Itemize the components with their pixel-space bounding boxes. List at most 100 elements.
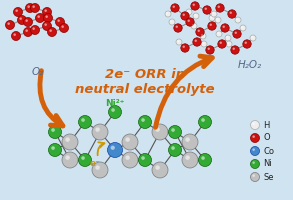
Circle shape [45,15,48,18]
Circle shape [187,10,189,12]
Circle shape [243,40,251,48]
Circle shape [241,26,243,28]
Circle shape [65,155,70,160]
Circle shape [186,18,194,26]
Circle shape [30,25,40,34]
Circle shape [208,22,216,30]
Circle shape [211,11,217,17]
Circle shape [212,12,214,14]
Circle shape [111,108,115,112]
Circle shape [122,134,138,150]
Circle shape [227,42,229,44]
Text: Co: Co [263,146,274,156]
Circle shape [236,18,238,20]
Circle shape [226,36,228,38]
Circle shape [59,23,69,32]
Circle shape [233,48,235,50]
Text: H: H [263,120,269,130]
Circle shape [38,15,40,18]
Circle shape [51,128,55,132]
Circle shape [205,8,207,10]
Circle shape [27,5,30,8]
Circle shape [43,14,52,22]
Circle shape [33,5,35,8]
Circle shape [192,24,194,26]
Circle shape [30,3,40,12]
Circle shape [251,120,260,130]
Circle shape [122,152,138,168]
Circle shape [251,146,260,156]
Circle shape [194,14,196,16]
Circle shape [155,165,160,170]
Circle shape [251,160,260,168]
Circle shape [16,9,18,12]
Circle shape [23,18,33,26]
Text: Se: Se [263,172,273,182]
Circle shape [209,15,215,21]
Circle shape [181,44,189,52]
Circle shape [198,116,212,129]
Circle shape [168,126,181,138]
Circle shape [202,42,204,44]
Circle shape [197,30,200,32]
Circle shape [57,19,60,22]
Circle shape [215,17,221,23]
Circle shape [225,35,231,41]
Circle shape [240,25,246,31]
Circle shape [152,124,168,140]
Circle shape [216,31,222,37]
Circle shape [49,126,62,138]
Circle shape [11,31,21,40]
Circle shape [108,142,122,158]
Circle shape [170,20,172,22]
Circle shape [235,17,241,23]
Circle shape [176,26,178,28]
Circle shape [62,152,78,168]
Circle shape [203,6,211,14]
Circle shape [229,12,232,14]
Circle shape [221,24,229,32]
Circle shape [47,27,57,36]
Circle shape [196,28,204,36]
Circle shape [201,156,205,160]
Circle shape [19,17,22,20]
Circle shape [207,48,210,50]
Circle shape [7,22,10,25]
Circle shape [252,161,255,164]
Circle shape [201,118,205,122]
Circle shape [81,118,85,122]
Circle shape [252,135,255,138]
Circle shape [201,41,207,47]
Circle shape [228,10,236,18]
Circle shape [193,13,199,19]
Circle shape [191,2,199,10]
Circle shape [216,4,224,12]
Circle shape [252,148,255,151]
Circle shape [251,134,260,142]
Circle shape [139,116,151,129]
Circle shape [233,30,241,38]
Circle shape [185,155,190,160]
Circle shape [198,154,212,166]
Text: e⁻: e⁻ [90,158,100,168]
Text: Ni²⁺: Ni²⁺ [105,99,125,108]
Circle shape [216,18,218,20]
Circle shape [45,9,47,12]
Circle shape [79,154,91,166]
Circle shape [182,134,198,150]
Circle shape [42,21,52,30]
Circle shape [45,23,47,26]
Circle shape [168,144,181,156]
Circle shape [251,172,260,182]
Circle shape [6,21,14,29]
Circle shape [49,144,62,156]
Circle shape [152,162,168,178]
Circle shape [55,18,64,26]
Circle shape [155,127,160,132]
Circle shape [62,25,64,28]
Circle shape [95,127,100,132]
Circle shape [181,12,189,20]
Circle shape [176,39,182,45]
Circle shape [183,46,185,48]
Circle shape [141,118,145,122]
